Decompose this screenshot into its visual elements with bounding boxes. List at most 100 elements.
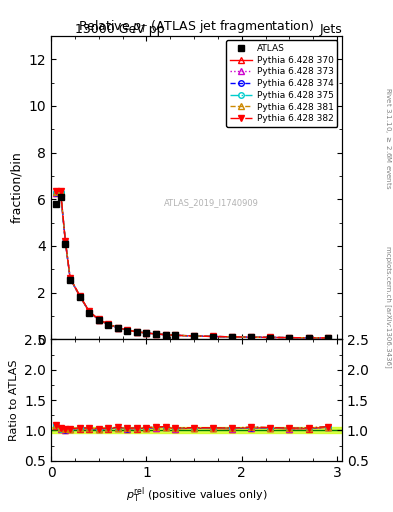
Pythia 6.428 375 (53, 189, 58, 195)
Pythia 6.428 375 (154, 331, 158, 337)
ATLAS (116, 325, 120, 331)
Text: ATLAS_2019_I1740909: ATLAS_2019_I1740909 (163, 198, 259, 207)
Pythia 6.428 375 (58, 189, 63, 195)
Pythia 6.428 370 (134, 329, 139, 335)
Pythia 6.428 370 (268, 334, 273, 340)
Pythia 6.428 375 (306, 335, 311, 341)
Pythia 6.428 370 (125, 327, 130, 333)
Pythia 6.428 373 (96, 316, 101, 323)
Pythia 6.428 374 (87, 309, 92, 315)
ATLAS (287, 335, 292, 341)
Pythia 6.428 374 (268, 334, 273, 340)
Pythia 6.428 373 (268, 334, 273, 340)
Pythia 6.428 381 (134, 329, 139, 335)
Pythia 6.428 382 (192, 333, 196, 339)
Pythia 6.428 382 (125, 327, 130, 333)
Pythia 6.428 374 (106, 321, 111, 327)
Pythia 6.428 381 (306, 335, 311, 341)
Pythia 6.428 381 (144, 330, 149, 336)
Text: mcplots.cern.ch [arXiv:1306.3436]: mcplots.cern.ch [arXiv:1306.3436] (385, 246, 392, 368)
Pythia 6.428 375 (249, 334, 254, 340)
Pythia 6.428 375 (287, 334, 292, 340)
Pythia 6.428 381 (249, 334, 254, 340)
Pythia 6.428 374 (325, 335, 330, 341)
Pythia 6.428 382 (53, 188, 58, 195)
Line: ATLAS: ATLAS (52, 194, 331, 342)
Pythia 6.428 382 (163, 332, 168, 338)
Pythia 6.428 381 (287, 334, 292, 340)
Pythia 6.428 382 (134, 329, 139, 335)
X-axis label: $p_{\mathrm{T}}^{\mathrm{rel}}$ (positive values only): $p_{\mathrm{T}}^{\mathrm{rel}}$ (positiv… (126, 485, 267, 505)
Pythia 6.428 375 (116, 325, 120, 331)
ATLAS (68, 277, 73, 283)
Line: Pythia 6.428 382: Pythia 6.428 382 (53, 188, 331, 340)
Pythia 6.428 374 (63, 239, 68, 245)
Pythia 6.428 374 (173, 332, 177, 338)
Pythia 6.428 382 (268, 334, 273, 340)
ATLAS (87, 309, 92, 315)
Pythia 6.428 370 (63, 240, 68, 246)
Pythia 6.428 373 (211, 333, 215, 339)
Pythia 6.428 374 (154, 331, 158, 337)
ATLAS (173, 332, 177, 338)
Line: Pythia 6.428 381: Pythia 6.428 381 (53, 189, 331, 340)
Pythia 6.428 373 (106, 322, 111, 328)
Pythia 6.428 381 (87, 308, 92, 314)
Pythia 6.428 370 (77, 293, 82, 299)
Pythia 6.428 382 (68, 275, 73, 281)
Pythia 6.428 370 (106, 322, 111, 328)
Pythia 6.428 381 (58, 188, 63, 195)
Pythia 6.428 373 (154, 331, 158, 337)
Pythia 6.428 375 (96, 316, 101, 323)
Pythia 6.428 381 (230, 334, 235, 340)
Pythia 6.428 381 (116, 325, 120, 331)
Pythia 6.428 373 (287, 334, 292, 340)
Pythia 6.428 373 (87, 309, 92, 315)
Pythia 6.428 370 (249, 334, 254, 340)
Title: Relative $p_{T}$ (ATLAS jet fragmentation): Relative $p_{T}$ (ATLAS jet fragmentatio… (78, 18, 315, 35)
ATLAS (192, 333, 196, 339)
Pythia 6.428 382 (144, 330, 149, 336)
Pythia 6.428 382 (249, 334, 254, 340)
Pythia 6.428 370 (192, 333, 196, 339)
Pythia 6.428 370 (230, 334, 235, 340)
Pythia 6.428 382 (306, 335, 311, 341)
Pythia 6.428 373 (325, 335, 330, 341)
Line: Pythia 6.428 373: Pythia 6.428 373 (53, 190, 331, 340)
Pythia 6.428 373 (306, 335, 311, 341)
Pythia 6.428 382 (173, 332, 177, 338)
Y-axis label: fraction/bin: fraction/bin (10, 152, 23, 223)
Pythia 6.428 375 (134, 329, 139, 335)
Pythia 6.428 370 (154, 331, 158, 337)
Pythia 6.428 370 (96, 317, 101, 323)
Pythia 6.428 381 (53, 188, 58, 195)
Pythia 6.428 373 (63, 239, 68, 245)
Pythia 6.428 374 (249, 334, 254, 340)
Pythia 6.428 374 (287, 334, 292, 340)
Pythia 6.428 373 (173, 332, 177, 338)
Pythia 6.428 370 (287, 334, 292, 340)
ATLAS (268, 334, 273, 340)
Pythia 6.428 375 (68, 275, 73, 281)
Legend: ATLAS, Pythia 6.428 370, Pythia 6.428 373, Pythia 6.428 374, Pythia 6.428 375, P: ATLAS, Pythia 6.428 370, Pythia 6.428 37… (226, 40, 338, 127)
Pythia 6.428 370 (87, 309, 92, 315)
Pythia 6.428 375 (77, 293, 82, 299)
Pythia 6.428 374 (306, 335, 311, 341)
Pythia 6.428 375 (106, 321, 111, 327)
Pythia 6.428 370 (116, 325, 120, 331)
Pythia 6.428 373 (68, 275, 73, 282)
Pythia 6.428 373 (58, 190, 63, 196)
Pythia 6.428 382 (116, 325, 120, 331)
Pythia 6.428 375 (325, 335, 330, 341)
Text: Jets: Jets (319, 23, 342, 36)
ATLAS (249, 334, 254, 340)
Text: Rivet 3.1.10, $\geq$ 2.6M events: Rivet 3.1.10, $\geq$ 2.6M events (383, 87, 393, 189)
Pythia 6.428 381 (63, 238, 68, 244)
Pythia 6.428 382 (58, 188, 63, 195)
Pythia 6.428 374 (144, 330, 149, 336)
Pythia 6.428 381 (125, 327, 130, 333)
ATLAS (53, 201, 58, 207)
ATLAS (106, 322, 111, 328)
ATLAS (230, 334, 235, 340)
Pythia 6.428 374 (125, 327, 130, 333)
